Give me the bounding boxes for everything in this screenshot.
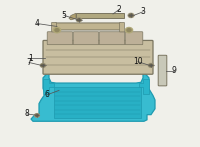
Circle shape [129,14,133,17]
Circle shape [148,64,154,67]
Text: 4: 4 [35,19,39,28]
Circle shape [36,114,38,116]
Polygon shape [69,13,76,20]
FancyBboxPatch shape [52,22,56,32]
Text: 3: 3 [141,7,145,16]
FancyBboxPatch shape [99,32,125,45]
Text: 2: 2 [117,5,121,14]
FancyBboxPatch shape [47,32,73,45]
Circle shape [125,27,133,33]
Circle shape [128,13,134,17]
Circle shape [78,19,80,21]
Text: 7: 7 [27,58,31,67]
Circle shape [35,114,39,117]
FancyBboxPatch shape [43,40,153,74]
Circle shape [55,29,59,32]
Text: 1: 1 [29,54,33,63]
Circle shape [42,64,44,66]
FancyBboxPatch shape [73,32,99,45]
Text: 9: 9 [172,66,176,75]
Polygon shape [31,74,155,121]
Circle shape [76,18,82,22]
Polygon shape [54,87,141,118]
Polygon shape [76,13,124,18]
Text: 5: 5 [62,11,66,20]
Circle shape [127,29,131,32]
Circle shape [150,64,152,66]
Text: 6: 6 [45,90,49,99]
FancyBboxPatch shape [120,22,124,32]
Circle shape [53,27,61,33]
FancyBboxPatch shape [125,32,143,45]
Circle shape [40,64,46,67]
FancyBboxPatch shape [158,55,167,86]
Polygon shape [139,79,149,94]
Polygon shape [43,79,54,94]
FancyBboxPatch shape [55,23,121,30]
Text: 8: 8 [25,109,29,118]
Text: 10: 10 [133,57,143,66]
